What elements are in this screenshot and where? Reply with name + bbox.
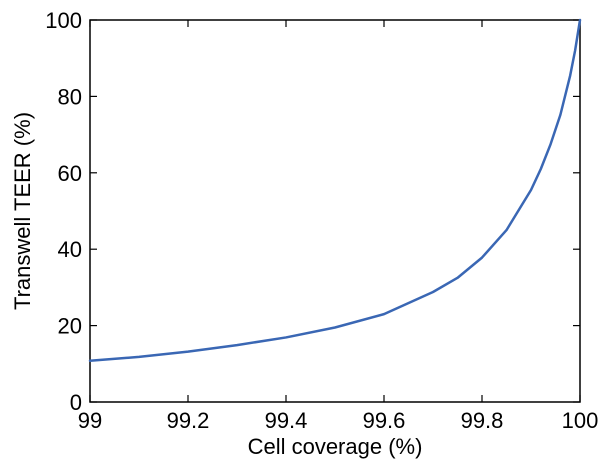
plot-area <box>88 18 582 403</box>
axis-ticks <box>89 19 581 403</box>
series-layer <box>88 18 582 362</box>
x-tick-labels: 99 99.2 99.4 99.6 99.8 100 <box>78 408 599 433</box>
y-tick-label: 80 <box>58 84 82 109</box>
x-tick-label: 99.6 <box>363 408 406 433</box>
y-tick-label: 0 <box>70 390 82 415</box>
y-tick-label: 100 <box>45 8 82 33</box>
y-tick-label: 40 <box>58 237 82 262</box>
x-axis-label: Cell coverage (%) <box>248 434 423 459</box>
x-tick-label: 99.4 <box>265 408 308 433</box>
x-tick-label: 99.2 <box>167 408 210 433</box>
y-tick-label: 60 <box>58 161 82 186</box>
x-tick-label: 100 <box>562 408 599 433</box>
plot-frame <box>89 19 581 403</box>
y-tick-labels: 0 20 40 60 80 100 <box>45 8 82 415</box>
y-axis-label: Transwell TEER (%) <box>10 112 35 310</box>
y-tick-label: 20 <box>58 314 82 339</box>
series-line <box>88 18 582 362</box>
x-tick-label: 99.8 <box>461 408 504 433</box>
x-tick-label: 99 <box>78 408 102 433</box>
